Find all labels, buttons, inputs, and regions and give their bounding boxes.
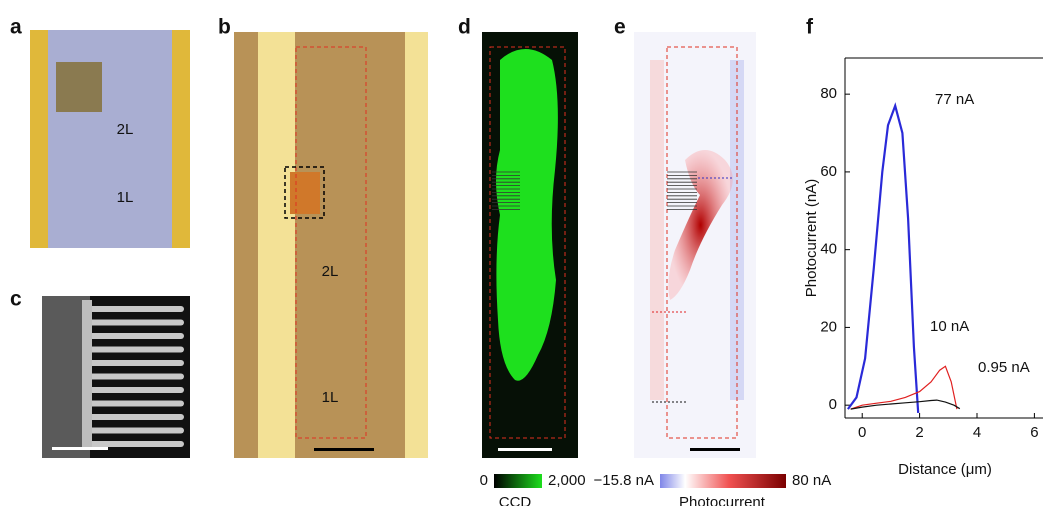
photocurrent-signal [668,150,733,300]
annotation: 0.95 nA [978,359,1030,376]
layer-label: 2L [117,121,134,138]
layer-label: 2L [322,263,339,280]
panel-label: a [10,16,22,39]
outline [489,46,566,439]
colorbar-max: 80 nA [792,472,831,489]
x-tick-label: 0 [858,424,866,441]
panel-c: c [10,288,190,458]
finger [88,427,184,434]
colorbar [660,474,786,488]
grating [492,171,520,210]
panel-d: d 0 2,000 CCD [458,16,586,506]
y-axis-label: Photocurrent (nA) [803,179,820,297]
finger [88,414,184,420]
ccd-signal [496,49,558,381]
panel-label: b [218,16,231,39]
layer-label: 1L [117,189,134,206]
scale-bar [690,448,740,451]
layer-label: 1L [322,389,339,406]
finger [88,373,184,380]
colorbar-label: Photocurrent [679,494,766,506]
scale-bar [314,448,374,451]
colorbar-min: −15.8 nA [594,472,654,489]
colorbar-label: CCD [499,494,532,506]
y-tick-label: 40 [820,241,837,258]
y-tick-label: 60 [820,163,837,180]
outline [284,166,325,219]
finger [88,306,184,312]
panel-e: e −15.8 nA 80 nA Photocurrent [594,16,832,506]
y-tick-label: 0 [829,396,837,413]
colorbar-min: 0 [480,472,488,489]
panel-label: c [10,288,22,311]
x-axis-label: Distance (μm) [898,461,992,478]
finger [88,387,184,393]
data-line [850,399,961,410]
scale-bar [498,448,552,451]
panel-label: e [614,16,626,39]
panel-f: f Distance (μm) Photocurrent (nA) 020406… [803,16,1043,478]
outline [295,46,367,439]
annotation: 10 nA [930,318,969,335]
y-tick-label: 20 [820,318,837,335]
electrode [405,32,428,458]
grating [56,62,102,112]
map-region [650,60,664,400]
grating [667,171,697,210]
comb-spine [82,300,92,450]
data-line [850,365,958,410]
y-tick-label: 80 [820,85,837,102]
panel-label: d [458,16,471,39]
electrode [258,32,295,458]
panel-b: b 2L 1L [218,16,428,458]
electrode [30,30,48,248]
finger [88,400,184,407]
panel-label: f [806,16,814,39]
grating [290,172,320,214]
finger [88,441,184,447]
annotation: 77 nA [935,91,974,108]
finger [88,333,184,339]
finger [88,346,184,353]
x-tick-label: 6 [1030,424,1038,441]
scale-bar [52,447,108,450]
x-tick-label: 4 [973,424,981,441]
data-line [847,102,920,413]
device-image [30,30,190,248]
panel-a: a 2L 1L [10,16,190,248]
x-tick-label: 2 [915,424,923,441]
colorbar [494,474,542,488]
finger [88,319,184,326]
electrode [172,30,190,248]
finger [88,360,184,366]
comb [82,300,184,450]
outline [666,46,738,439]
colorbar-max: 2,000 [548,472,586,489]
